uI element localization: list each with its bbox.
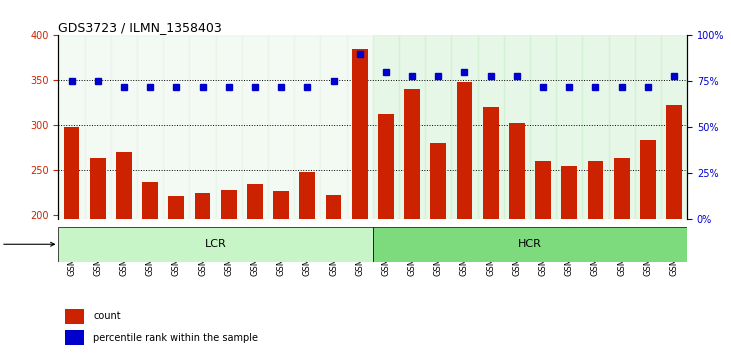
Bar bbox=[111, 35, 137, 219]
Bar bbox=[85, 35, 111, 219]
Text: strain: strain bbox=[0, 239, 54, 249]
Bar bbox=[273, 191, 289, 354]
Bar bbox=[399, 35, 425, 219]
Bar bbox=[137, 35, 163, 219]
Text: percentile rank within the sample: percentile rank within the sample bbox=[93, 332, 258, 343]
Bar bbox=[58, 35, 85, 219]
Bar bbox=[661, 35, 687, 219]
Bar bbox=[608, 35, 635, 219]
Bar bbox=[194, 193, 211, 354]
Text: GDS3723 / ILMN_1358403: GDS3723 / ILMN_1358403 bbox=[58, 21, 222, 34]
Bar bbox=[635, 35, 661, 219]
Bar bbox=[168, 196, 184, 354]
Bar bbox=[561, 166, 577, 354]
Bar bbox=[425, 35, 451, 219]
Bar bbox=[614, 159, 629, 354]
Bar bbox=[640, 141, 656, 354]
Bar bbox=[504, 35, 530, 219]
Bar bbox=[404, 89, 420, 354]
Bar bbox=[325, 195, 341, 354]
Bar bbox=[666, 105, 682, 354]
Bar bbox=[65, 309, 83, 324]
FancyBboxPatch shape bbox=[58, 227, 373, 262]
Bar bbox=[583, 35, 608, 219]
Bar bbox=[216, 35, 242, 219]
Bar bbox=[268, 35, 294, 219]
Bar bbox=[320, 35, 346, 219]
Bar bbox=[163, 35, 189, 219]
Bar bbox=[221, 190, 237, 354]
Text: HCR: HCR bbox=[518, 239, 542, 249]
Bar bbox=[535, 161, 551, 354]
Bar bbox=[346, 35, 373, 219]
Text: count: count bbox=[93, 311, 121, 321]
Bar bbox=[300, 172, 315, 354]
Bar bbox=[482, 107, 499, 354]
Bar bbox=[143, 182, 158, 354]
Bar bbox=[352, 49, 368, 354]
Bar bbox=[247, 184, 262, 354]
Bar bbox=[588, 161, 603, 354]
Bar bbox=[294, 35, 320, 219]
Bar bbox=[509, 124, 525, 354]
Bar bbox=[242, 35, 268, 219]
Bar bbox=[477, 35, 504, 219]
Bar bbox=[530, 35, 556, 219]
Bar bbox=[116, 152, 132, 354]
Bar bbox=[431, 143, 446, 354]
Bar bbox=[189, 35, 216, 219]
Bar bbox=[451, 35, 477, 219]
Bar bbox=[65, 330, 83, 345]
Text: LCR: LCR bbox=[205, 239, 227, 249]
Bar bbox=[378, 114, 394, 354]
Bar bbox=[556, 35, 583, 219]
Bar bbox=[90, 158, 105, 354]
FancyBboxPatch shape bbox=[373, 227, 687, 262]
Bar bbox=[64, 127, 80, 354]
Bar bbox=[373, 35, 399, 219]
Bar bbox=[457, 82, 472, 354]
